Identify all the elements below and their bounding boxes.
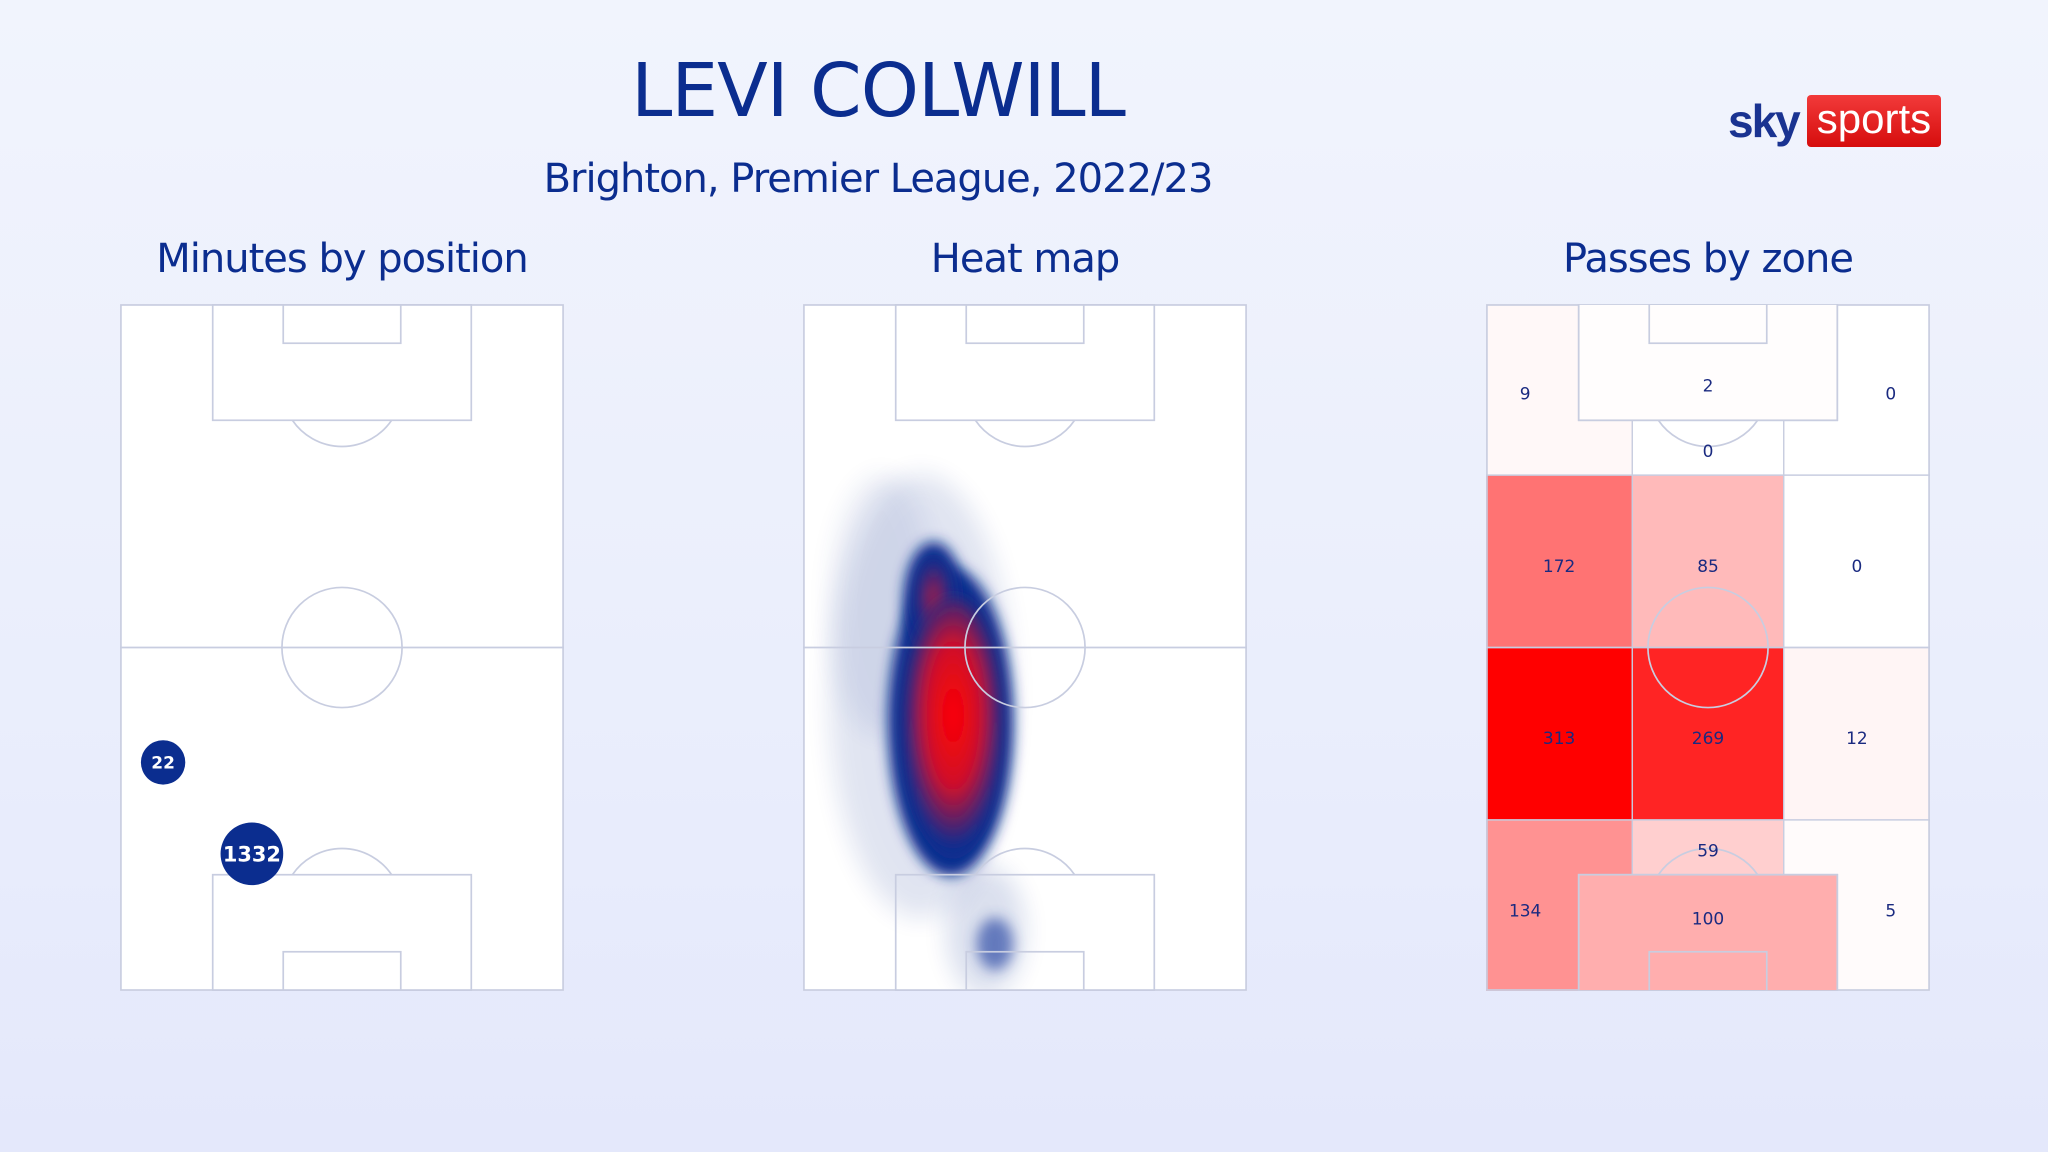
- bottom-goal-box: [965, 950, 1085, 991]
- zone-value-label: 0: [1703, 442, 1714, 462]
- centre-circle: [281, 586, 403, 709]
- zone-value-label: 59: [1697, 841, 1719, 861]
- top-goal-box: [965, 304, 1085, 345]
- centre-circle: [964, 586, 1086, 709]
- minutes-label: 22: [151, 754, 175, 774]
- zone-value-label: 100: [1692, 909, 1724, 929]
- heat-blobs: [829, 473, 1025, 991]
- zone-value-label: 313: [1543, 729, 1575, 749]
- passes-title: Passes by zone: [1563, 236, 1854, 282]
- top-penalty-arc: [291, 419, 393, 448]
- zone-value-label: 12: [1846, 729, 1868, 749]
- logo-sports: sports: [1806, 95, 1942, 147]
- zone-cell: [1486, 475, 1633, 648]
- top-penalty-box-zone: [1577, 304, 1839, 422]
- page-title: LEVI COLWILL: [631, 48, 1126, 134]
- zone-cell: [1783, 475, 1930, 648]
- zone-value-label: 85: [1697, 557, 1719, 577]
- heat-small-blob: [976, 917, 1014, 971]
- minutes-bubble: [220, 822, 284, 886]
- zone-cell: [1632, 647, 1784, 820]
- zone-value-label: 269: [1692, 729, 1724, 749]
- zone-value-label: 0: [1851, 557, 1862, 577]
- zone-cell: [1632, 819, 1784, 875]
- top-penalty-arc: [974, 419, 1076, 448]
- heat-core: [903, 597, 1003, 860]
- page-subtitle: Brighton, Premier League, 2022/23: [543, 156, 1214, 202]
- zone-value-label: 172: [1543, 557, 1575, 577]
- sky-sports-logo: sky sports: [1728, 94, 1942, 148]
- bottom-penalty-arc: [974, 847, 1076, 876]
- zone-value-label: 0: [1885, 384, 1896, 404]
- zone-cell: [1632, 475, 1784, 648]
- minutes-pitch: 22 1332: [120, 304, 564, 991]
- bottom-goal-box: [1648, 950, 1768, 991]
- zone-value-label: 2: [1703, 377, 1714, 397]
- zone-cell: [1632, 420, 1784, 476]
- top-goal-box: [282, 304, 402, 345]
- top-goal-box: [1648, 304, 1768, 345]
- bottom-goal-box: [282, 950, 402, 991]
- bottom-penalty-arc: [291, 847, 393, 876]
- top-penalty-arc: [1657, 419, 1759, 448]
- heatmap-title: Heat map: [930, 236, 1120, 282]
- heatmap-pitch: [803, 304, 1247, 991]
- zone-value-label: 5: [1885, 902, 1896, 922]
- minutes-title: Minutes by position: [156, 236, 528, 282]
- minutes-bubble: [140, 740, 186, 785]
- zone-value-label: 134: [1509, 902, 1541, 922]
- zone-value-label: 9: [1520, 384, 1531, 404]
- minutes-label: 1332: [223, 842, 281, 866]
- zone-cell: [1486, 647, 1633, 820]
- centre-circle: [1647, 586, 1769, 709]
- logo-sky: sky: [1728, 95, 1801, 147]
- passes-pitch: 9 2 0 0 172 85 0 313 269 12 59 134 100 5: [1486, 304, 1930, 991]
- bottom-penalty-box-zone: [1577, 873, 1839, 991]
- bottom-penalty-arc: [1657, 847, 1759, 876]
- zone-cell: [1783, 647, 1930, 820]
